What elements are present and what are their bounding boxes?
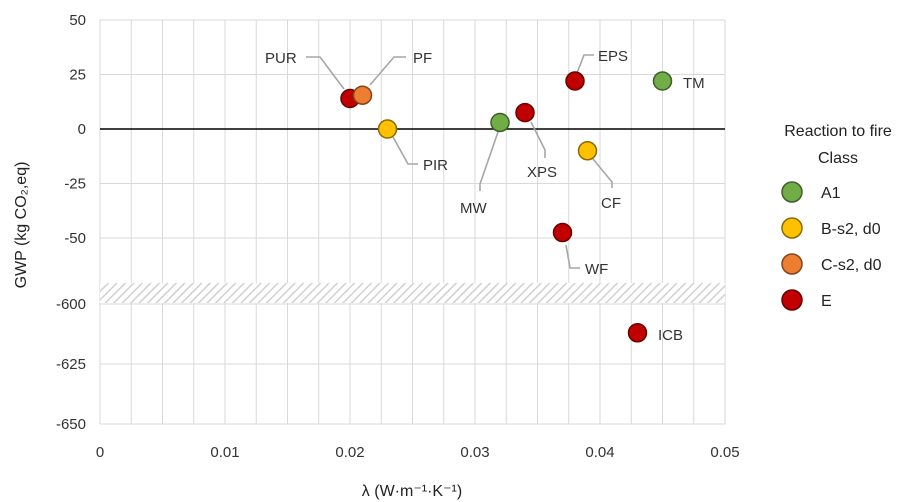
point-label-pf: PF — [413, 50, 432, 67]
point-label-eps: EPS — [598, 48, 628, 65]
gridlines — [99, 19, 726, 425]
y-tick-label: -625 — [56, 356, 86, 373]
leader-line-xps — [530, 121, 546, 158]
point-label-cf: CF — [601, 195, 621, 212]
data-point-mw — [490, 112, 510, 133]
point-label-xps: XPS — [527, 164, 557, 181]
point-label-mw: MW — [460, 200, 487, 217]
point-label-pir: PIR — [423, 157, 448, 174]
y-tick-label: 25 — [69, 67, 86, 84]
legend: Reaction to fire Class A1 B-s2, d0 C-s2, d… — [781, 123, 892, 311]
y-tick-label: -25 — [64, 176, 86, 193]
legend-label: B-s2, d0 — [821, 221, 881, 238]
y-tick-label: -50 — [64, 230, 86, 247]
data-point-pf — [352, 85, 373, 105]
data-point-tm — [652, 71, 673, 91]
leader-line-pur — [306, 56, 345, 90]
data-point-cf — [577, 141, 598, 161]
point-labels: PUR PF PIR MW XPS EPS TM CF WF ICB — [265, 48, 705, 344]
legend-entries: A1 B-s2, d0 C-s2, d0 E — [781, 181, 882, 311]
leader-line-cf — [592, 158, 613, 188]
y-tick-label: 0 — [78, 121, 86, 138]
x-tick-label: 0.04 — [585, 444, 614, 461]
leader-line-pf — [369, 56, 406, 86]
leader-line-pir — [392, 136, 418, 165]
axis-break-band — [100, 283, 725, 303]
legend-marker — [781, 217, 803, 239]
data-point-wf — [552, 222, 573, 243]
legend-title-line2: Class — [818, 150, 858, 167]
x-tick-label: 0.02 — [335, 444, 364, 461]
legend-label: E — [821, 293, 832, 310]
x-tick-labels: 0 0.01 0.02 0.03 0.04 0.05 — [96, 444, 740, 461]
x-tick-label: 0.01 — [210, 444, 239, 461]
point-label-pur: PUR — [265, 50, 297, 67]
y-tick-labels: 50 25 0 -25 -50 -600 -625 -650 — [56, 12, 86, 433]
leader-line-mw — [479, 131, 499, 191]
x-tick-label: 0.03 — [460, 444, 489, 461]
y-tick-label: -600 — [56, 296, 86, 313]
y-tick-label: 50 — [69, 12, 86, 29]
leader-lines — [306, 54, 613, 269]
data-points — [340, 71, 673, 343]
data-point-pir — [377, 119, 398, 139]
x-axis-title: λ (W·m⁻¹·K⁻¹) — [362, 483, 462, 500]
legend-label: C-s2, d0 — [821, 257, 882, 274]
point-label-icb: ICB — [658, 327, 683, 344]
data-point-xps — [515, 102, 535, 123]
data-point-icb — [627, 323, 648, 343]
y-tick-label: -650 — [56, 416, 86, 433]
leader-line-wf — [565, 244, 580, 269]
legend-marker — [781, 289, 803, 311]
legend-marker — [781, 253, 803, 275]
x-tick-label: 0.05 — [710, 444, 739, 461]
legend-title-line1: Reaction to fire — [784, 123, 892, 140]
y-axis-title: GWP (kg CO₂,eq) — [13, 162, 30, 289]
point-label-wf: WF — [585, 261, 608, 278]
legend-label: A1 — [821, 185, 841, 202]
legend-marker — [781, 181, 803, 203]
data-point-eps — [565, 71, 585, 91]
x-tick-label: 0 — [96, 444, 104, 461]
point-label-tm: TM — [683, 75, 705, 92]
leader-line-eps — [576, 54, 594, 74]
